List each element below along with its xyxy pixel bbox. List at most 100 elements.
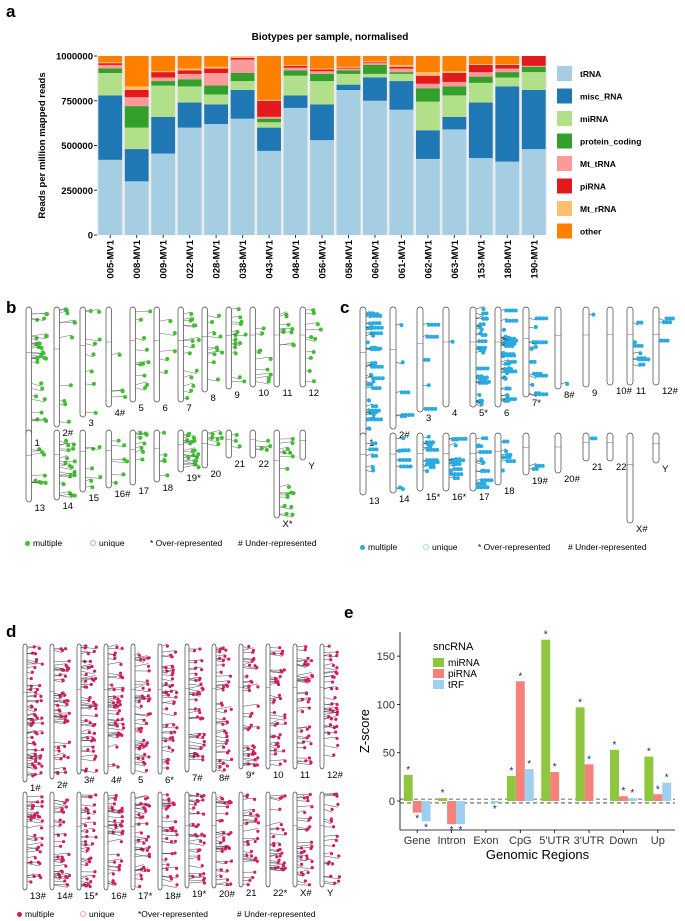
mapping-line	[323, 675, 335, 678]
hit-dot	[247, 753, 251, 757]
mapping-line	[59, 421, 69, 424]
hit-dot	[534, 316, 539, 321]
bar-segment	[230, 59, 255, 74]
mapping-line	[134, 701, 140, 704]
chromosome	[25, 429, 32, 503]
hit-dot	[310, 859, 314, 864]
bar-segment	[204, 104, 229, 125]
hit-dot	[335, 736, 339, 741]
hit-dot	[532, 371, 537, 376]
hit-dot	[373, 361, 378, 366]
mapping-line	[107, 695, 115, 698]
chromosome	[129, 306, 136, 403]
hit-dot	[222, 838, 226, 843]
hit-dot	[87, 698, 91, 703]
mapping-line	[80, 722, 94, 726]
legend-c-under: # Under-represented	[568, 542, 646, 552]
hit-dot	[139, 729, 143, 733]
mapping-line	[188, 679, 200, 682]
hit-dot	[397, 458, 402, 463]
hit-dot	[139, 704, 143, 708]
hit-dot	[31, 762, 35, 766]
hit-dot	[399, 390, 404, 395]
hit-dot	[168, 319, 173, 324]
mapping-line	[53, 872, 60, 876]
mapping-line	[188, 795, 204, 798]
hit-dot	[173, 650, 178, 654]
mapping-line	[242, 665, 256, 669]
mapping-line	[111, 461, 128, 464]
hit-dot	[329, 852, 334, 856]
chromosome-label: 16#	[111, 891, 128, 902]
legend-label: * Over-represented	[478, 542, 551, 552]
chromosome	[292, 791, 298, 888]
hit-dot	[429, 322, 434, 327]
mapping-line	[215, 740, 228, 743]
bar-segment	[415, 101, 440, 131]
hit-dot	[94, 706, 98, 711]
hit-dot	[502, 327, 507, 332]
mapping-line	[31, 399, 45, 403]
hit-dot	[66, 448, 71, 453]
mapping-line	[188, 737, 203, 739]
significance-mark: *	[527, 759, 531, 770]
hit-dot	[238, 341, 243, 346]
hit-dot	[91, 745, 95, 749]
mapping-line	[161, 713, 176, 717]
mapping-line	[80, 811, 95, 815]
mapping-line	[59, 442, 74, 445]
hit-dot	[222, 685, 226, 689]
mapping-line	[59, 475, 71, 478]
mapping-line	[135, 337, 145, 341]
hit-dot	[253, 757, 257, 762]
chromosome	[157, 643, 163, 775]
hit-dot	[229, 757, 234, 761]
chromosome	[184, 643, 190, 773]
bar	[506, 775, 516, 802]
hit-dot	[280, 851, 284, 855]
hit-dot	[286, 322, 291, 327]
hit-dot	[142, 658, 146, 662]
bar-segment	[257, 116, 281, 119]
hit-dot	[276, 682, 281, 687]
hit-dot	[253, 858, 257, 862]
hit-dot	[30, 670, 34, 674]
mapping-line	[500, 343, 507, 347]
hit-dot	[233, 438, 238, 443]
bar-segment	[204, 66, 229, 69]
hit-dot	[431, 334, 436, 339]
hit-dot	[66, 719, 70, 723]
hit-dot	[139, 831, 143, 835]
hit-dot	[34, 766, 38, 770]
hit-dot	[636, 357, 641, 362]
hit-dot	[272, 711, 277, 715]
hit-dot	[328, 723, 333, 727]
mapping-line	[323, 703, 338, 705]
hit-dot	[40, 716, 44, 720]
mapping-line	[107, 811, 123, 815]
hit-dot	[433, 322, 438, 327]
hit-dot	[64, 874, 68, 879]
mapping-line	[53, 700, 68, 704]
hit-dot	[311, 379, 316, 384]
hit-dot	[66, 419, 71, 424]
mapping-line	[528, 393, 537, 396]
mapping-line	[242, 808, 254, 811]
bar-segment	[98, 56, 123, 63]
mapping-line	[26, 813, 32, 817]
mapping-line	[134, 706, 142, 710]
bar-segment	[177, 102, 202, 128]
bar-segment	[389, 72, 414, 74]
mapping-line	[188, 794, 202, 797]
chromosome	[606, 306, 614, 386]
hit-dot	[89, 879, 93, 884]
hit-dot	[91, 446, 96, 451]
mapping-line	[134, 846, 150, 850]
hit-dot	[33, 772, 37, 777]
hit-dot	[117, 709, 122, 713]
bar-segment	[230, 81, 255, 91]
hit-dot	[509, 397, 514, 402]
mapping-line	[107, 827, 117, 831]
bar	[584, 764, 594, 802]
mapping-line	[134, 841, 144, 844]
